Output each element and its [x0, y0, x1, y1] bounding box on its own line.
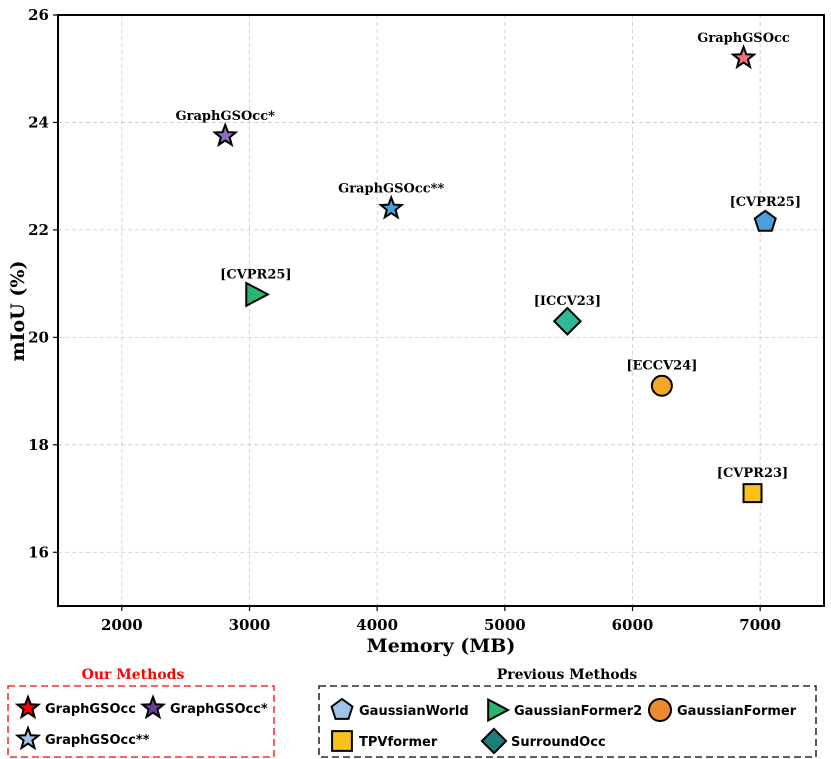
- gaussianformer2-label: [CVPR25]: [220, 267, 291, 282]
- previous-legend-box: [318, 685, 817, 758]
- data-points: GraphGSOcc GraphGSOcc* GraphGSOcc** [CVPR25…: [176, 31, 801, 504]
- tpvformer-label: [CVPR23]: [717, 466, 788, 481]
- x-tick-label: 6000: [612, 616, 654, 634]
- y-tick-label: 20: [28, 328, 49, 346]
- surroundocc-legend-marker: [480, 727, 508, 755]
- x-axis-label: Memory (MB): [367, 635, 516, 657]
- graphgsocc-label: GraphGSOcc: [697, 31, 790, 46]
- grid-lines: [58, 15, 824, 606]
- surroundocc-label: [ICCV23]: [534, 294, 601, 309]
- gaussianworld-marker: [753, 209, 777, 232]
- previous-legend-label: GaussianFormer2: [514, 704, 642, 719]
- ours-legend-box: [7, 685, 275, 758]
- point-graphgsoccx: GraphGSOcc*: [176, 109, 276, 148]
- graphgsoccx-label: GraphGSOcc*: [176, 109, 276, 124]
- previous-legend-label: GaussianWorld: [359, 704, 469, 719]
- ours-legend: GraphGSOcc GraphGSOcc* GraphGSOcc**: [14, 694, 268, 751]
- graphgsocc-marker: [730, 44, 757, 70]
- gaussianformer2-legend-marker: [487, 697, 511, 723]
- x-axis-ticks: 2000 3000 4000 5000 6000 7000: [101, 606, 781, 634]
- gaussianworld-label: [CVPR25]: [730, 195, 801, 210]
- y-axis-label: mIoU (%): [7, 261, 29, 362]
- gaussianformer2-marker: [245, 281, 271, 308]
- gaussianformer-label: [ECCV24]: [626, 359, 697, 374]
- y-tick-label: 24: [28, 113, 49, 131]
- previous-legend-item-gaussianformer2: GaussianFormer2: [487, 697, 642, 723]
- tpvformer-legend-marker: [331, 730, 353, 752]
- ours-legend-title: Our Methods: [82, 667, 185, 683]
- previous-legend-item-surroundocc: SurroundOcc: [480, 727, 606, 755]
- point-graphgsocc: GraphGSOcc: [697, 31, 790, 70]
- gaussianformer-marker: [650, 374, 673, 397]
- x-tick-label: 7000: [739, 616, 781, 634]
- point-tpvformer: [CVPR23]: [717, 466, 788, 504]
- previous-legend-label: SurroundOcc: [511, 735, 606, 750]
- point-gaussianformer2: [CVPR25]: [220, 267, 292, 308]
- ours-legend-item-graphgsoccx: GraphGSOcc*: [139, 694, 268, 720]
- graphgsoccx-legend-marker: [139, 694, 167, 720]
- ours-legend-item-graphgsocc: GraphGSOcc: [14, 694, 136, 720]
- previous-legend-label: GaussianFormer: [677, 704, 797, 719]
- x-tick-label: 5000: [484, 616, 526, 634]
- gaussianformer-legend-marker: [648, 698, 672, 722]
- y-tick-label: 26: [28, 6, 49, 24]
- graphgsoccx-marker: [212, 122, 239, 148]
- ours-legend-item-graphgsoccxx: GraphGSOcc**: [14, 725, 150, 751]
- ours-legend-label: GraphGSOcc: [45, 702, 136, 717]
- previous-legend-item-tpvformer: TPVformer: [331, 730, 438, 752]
- tpvformer-marker: [742, 483, 763, 504]
- point-graphgsoccxx: GraphGSOcc**: [338, 181, 444, 220]
- y-tick-label: 22: [28, 221, 49, 239]
- x-tick-label: 3000: [229, 616, 271, 634]
- graphgsocc-legend-marker: [14, 694, 42, 720]
- point-gaussianworld: [CVPR25]: [730, 195, 801, 232]
- point-surroundocc: [ICCV23]: [534, 294, 601, 336]
- ours-legend-label: GraphGSOcc**: [45, 733, 150, 748]
- y-tick-label: 16: [28, 543, 49, 561]
- previous-legend: GaussianWorld GaussianFormer2 GaussianForm…: [330, 697, 797, 755]
- graphgsoccxx-marker: [378, 194, 405, 220]
- x-tick-label: 2000: [101, 616, 143, 634]
- graphgsoccxx-legend-marker: [14, 725, 42, 751]
- surroundocc-marker: [552, 306, 583, 336]
- plot-frame: [57, 14, 825, 607]
- graphgsoccxx-label: GraphGSOcc**: [338, 181, 444, 196]
- y-tick-label: 18: [28, 436, 49, 454]
- previous-legend-title: Previous Methods: [497, 667, 638, 683]
- gaussianworld-legend-marker: [330, 697, 354, 720]
- previous-legend-item-gaussianformer: GaussianFormer: [648, 698, 797, 722]
- x-tick-label: 4000: [356, 616, 398, 634]
- previous-legend-item-gaussianworld: GaussianWorld: [330, 697, 469, 720]
- previous-legend-label: TPVformer: [359, 735, 438, 750]
- ours-legend-label: GraphGSOcc*: [170, 702, 268, 717]
- y-axis-ticks: 16 18 20 22 24 26: [28, 6, 58, 561]
- point-gaussianformer: [ECCV24]: [626, 359, 697, 397]
